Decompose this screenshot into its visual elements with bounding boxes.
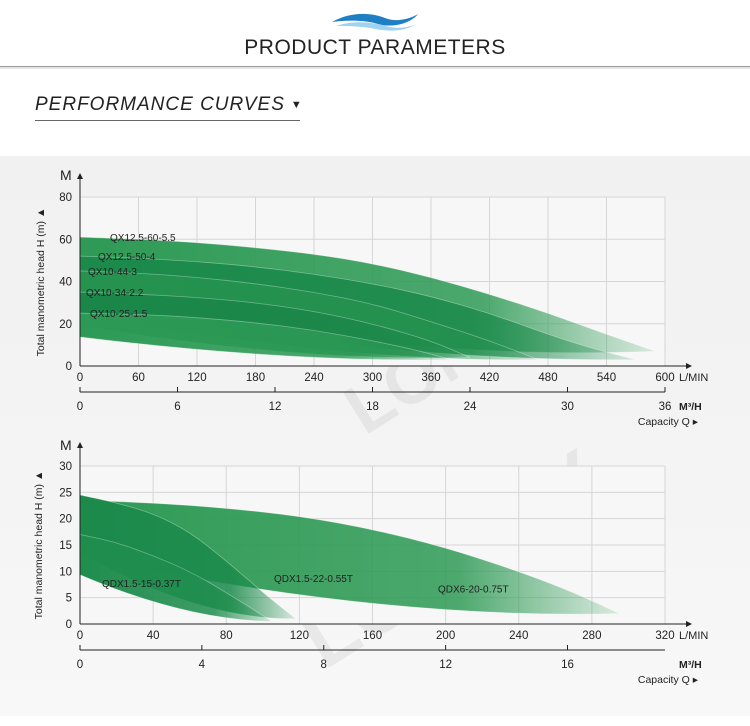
y-tick-label: 0 — [66, 361, 72, 373]
secondary-x-tick-label: 24 — [464, 401, 477, 413]
secondary-x-tick-label: 4 — [199, 659, 206, 671]
y-tick-label: 40 — [59, 277, 72, 289]
secondary-x-tick-label: 0 — [77, 401, 83, 413]
y-tick-label: 5 — [66, 593, 72, 605]
section-underline — [35, 120, 300, 121]
x-tick-label: 240 — [304, 372, 323, 384]
series-label: QX12.5-60-5.5 — [110, 233, 176, 244]
y-tick-label: 0 — [66, 619, 72, 631]
secondary-x-tick-label: 12 — [439, 659, 452, 671]
series-label: QX12.5-50-4 — [98, 252, 156, 263]
y-tick-label: 30 — [59, 461, 72, 473]
x-unit-label-primary: L/MIN — [679, 372, 708, 384]
secondary-x-tick-label: 8 — [321, 659, 327, 671]
series-label: QX10-44-3 — [88, 267, 137, 278]
x-tick-label: 200 — [436, 630, 455, 642]
x-tick-label: 60 — [132, 372, 145, 384]
x-tick-label: 320 — [655, 630, 674, 642]
x-tick-label: 600 — [655, 372, 674, 384]
secondary-x-tick-label: 6 — [174, 401, 180, 413]
x-unit-label-secondary: M³/H — [679, 401, 702, 413]
x-tick-label: 160 — [363, 630, 382, 642]
chart-qx-series: QX12.5-60-5.5 QX12.5-50-4 QX10-44-3 QX10-34… — [35, 167, 708, 428]
header-divider — [0, 66, 750, 69]
chart-qdx-series: QDX6-20-0.75T QDX1.5-22-0.55T QDX1.5-15-0.… — [33, 437, 708, 686]
y-axis-title: Total manometric head H (m) ▲ — [33, 471, 45, 620]
y-tick-label: 80 — [59, 192, 72, 204]
y-axis-arrow-icon — [77, 173, 83, 179]
capacity-label: Capacity Q ▸ — [638, 416, 699, 428]
section-title: PERFORMANCE CURVES ▼ — [35, 94, 303, 116]
capacity-label: Capacity Q ▸ — [638, 674, 699, 686]
x-tick-label: 0 — [77, 630, 83, 642]
section-marker-icon: ▼ — [290, 99, 303, 111]
secondary-x-tick-label: 12 — [269, 401, 282, 413]
y-unit-label: M — [60, 437, 72, 453]
x-tick-label: 480 — [538, 372, 557, 384]
secondary-x-tick-label: 30 — [561, 401, 574, 413]
series-label: QX10-34-2.2 — [86, 288, 144, 299]
series-area-QDX6-20-0.75T — [79, 499, 620, 615]
x-unit-label-secondary: M³/H — [679, 659, 702, 671]
x-tick-label: 180 — [246, 372, 265, 384]
y-axis-title: Total manometric head H (m) ▲ — [35, 208, 47, 357]
secondary-x-tick-label: 36 — [659, 401, 672, 413]
secondary-x-tick-label: 18 — [366, 401, 379, 413]
y-tick-label: 25 — [59, 487, 72, 499]
x-tick-label: 420 — [480, 372, 499, 384]
x-tick-label: 540 — [597, 372, 616, 384]
series-label: QDX6-20-0.75T — [438, 584, 509, 595]
y-tick-label: 15 — [59, 540, 72, 552]
series-area-QDX1.5-15-0.37T — [79, 533, 274, 622]
x-tick-label: 0 — [77, 372, 83, 384]
secondary-x-tick-label: 0 — [77, 659, 83, 671]
x-axis-arrow-icon — [686, 363, 692, 369]
x-tick-label: 120 — [187, 372, 206, 384]
x-tick-label: 120 — [290, 630, 309, 642]
x-tick-label: 80 — [220, 630, 233, 642]
x-tick-label: 280 — [582, 630, 601, 642]
y-axis-arrow-icon — [77, 442, 83, 448]
x-tick-label: 240 — [509, 630, 528, 642]
x-unit-label-primary: L/MIN — [679, 630, 708, 642]
series-label: QX10-25-1.5 — [90, 309, 148, 320]
series-area-QX10-25-1.5 — [79, 312, 451, 361]
section-title-text: PERFORMANCE CURVES — [35, 94, 285, 115]
y-tick-label: 20 — [59, 319, 72, 331]
y-tick-label: 10 — [59, 566, 72, 578]
x-axis-arrow-icon — [686, 621, 692, 627]
x-tick-label: 300 — [363, 372, 382, 384]
series-label: QDX1.5-22-0.55T — [274, 574, 353, 585]
y-tick-label: 60 — [59, 234, 72, 246]
secondary-x-tick-label: 16 — [561, 659, 574, 671]
page-title: PRODUCT PARAMETERS — [244, 36, 506, 59]
y-tick-label: 20 — [59, 514, 72, 526]
series-label: QDX1.5-15-0.37T — [102, 579, 181, 590]
x-tick-label: 360 — [421, 372, 440, 384]
x-tick-label: 40 — [147, 630, 160, 642]
wave-logo-icon — [332, 13, 418, 31]
y-unit-label: M — [60, 167, 72, 183]
